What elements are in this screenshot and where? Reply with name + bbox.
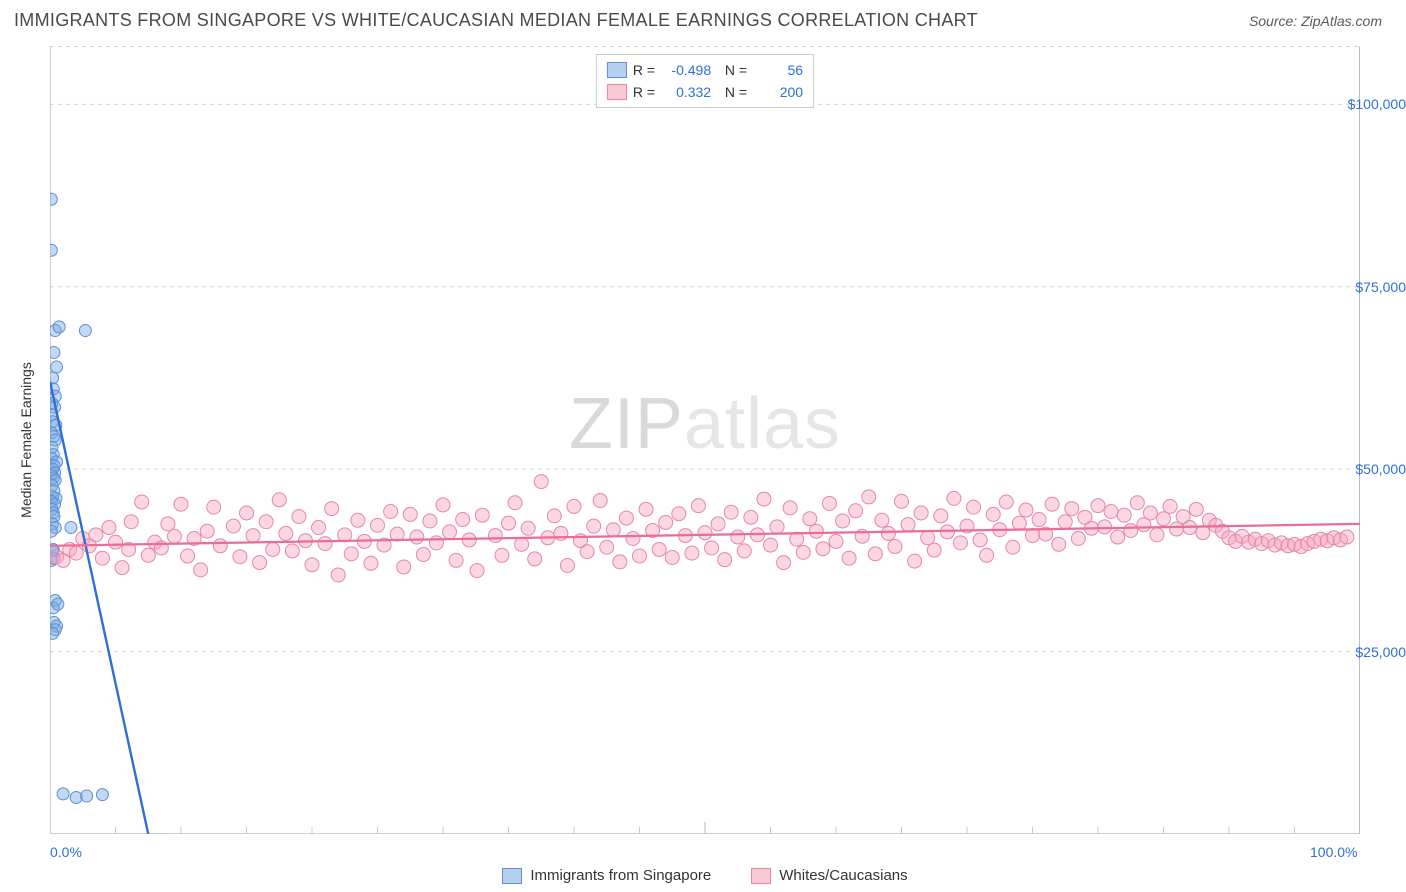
r-value: 0.332 xyxy=(661,81,711,103)
correlation-row: R = -0.498 N = 56 xyxy=(607,59,803,81)
y-axis-label: Median Female Earnings xyxy=(18,362,34,518)
chart-area: Median Female Earnings ZIPatlas R = -0.4… xyxy=(50,46,1360,834)
chart-header: IMMIGRANTS FROM SINGAPORE VS WHITE/CAUCA… xyxy=(0,0,1406,31)
n-label: N = xyxy=(717,59,747,81)
n-label: N = xyxy=(717,81,747,103)
legend-swatch xyxy=(751,868,771,884)
legend-item: Whites/Caucasians xyxy=(751,867,907,884)
legend-swatch xyxy=(607,84,627,100)
chart-title: IMMIGRANTS FROM SINGAPORE VS WHITE/CAUCA… xyxy=(14,10,978,31)
bottom-legend: Immigrants from Singapore Whites/Caucasia… xyxy=(50,867,1360,884)
legend-swatch xyxy=(607,62,627,78)
r-label: R = xyxy=(633,81,655,103)
legend-item: Immigrants from Singapore xyxy=(502,867,711,884)
y-tick-label: $25,000 xyxy=(1355,644,1406,660)
r-value: -0.498 xyxy=(661,59,711,81)
legend-label: Immigrants from Singapore xyxy=(530,867,711,884)
legend-swatch xyxy=(502,868,522,884)
y-tick-label: $50,000 xyxy=(1355,461,1406,477)
source-name: ZipAtlas.com xyxy=(1301,13,1382,29)
n-value: 56 xyxy=(753,59,803,81)
n-value: 200 xyxy=(753,81,803,103)
correlation-row: R = 0.332 N = 200 xyxy=(607,81,803,103)
correlation-legend: R = -0.498 N = 56R = 0.332 N = 200 xyxy=(596,54,814,108)
source-prefix: Source: xyxy=(1249,13,1301,29)
y-tick-label: $75,000 xyxy=(1355,279,1406,295)
x-tick-label: 100.0% xyxy=(1310,844,1357,860)
y-tick-label: $100,000 xyxy=(1348,96,1406,112)
chart-source: Source: ZipAtlas.com xyxy=(1249,13,1382,29)
legend-label: Whites/Caucasians xyxy=(779,867,907,884)
scatter-plot xyxy=(50,46,1360,834)
r-label: R = xyxy=(633,59,655,81)
x-tick-label: 0.0% xyxy=(50,844,82,860)
